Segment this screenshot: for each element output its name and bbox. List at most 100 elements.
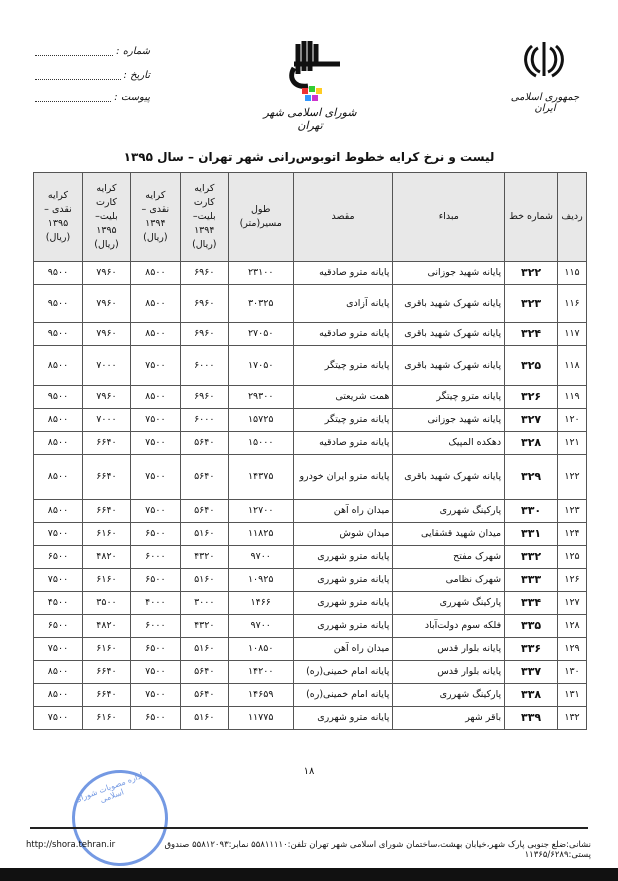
table-cell: ۶۵۰۰: [129, 568, 181, 592]
table-cell: ۸۵۰۰: [33, 499, 83, 523]
page-number: ۱۸: [303, 766, 315, 777]
address-text: نشانی:ضلع جنوبی پارک شهر،خیابان بهشت،ساخ…: [164, 840, 591, 860]
table-cell: ۶۹۶۰: [179, 261, 229, 285]
table-cell: ۳۵۰۰: [82, 591, 131, 615]
table-cell: ۳۲۵: [504, 345, 559, 386]
council-logo-icon: [289, 41, 340, 101]
table-cell: ۶۰۰۰: [179, 408, 229, 432]
table-cell: ۶۶۴۰: [82, 431, 131, 455]
column-header: مبداء: [392, 172, 506, 262]
table-cell: ۶۰۰۰: [129, 545, 181, 569]
table-cell: ۶۶۴۰: [82, 499, 131, 523]
table-cell: ۳۳۰: [504, 499, 559, 523]
table-cell: پایانه مترو شهرری: [292, 706, 394, 730]
table-cell: ۸۵۰۰: [129, 284, 181, 323]
table-cell: شهرک نظامی: [392, 568, 506, 592]
table-cell: پایانه بلوار قدس: [392, 637, 506, 661]
table-cell: ۷۵۰۰: [33, 637, 83, 661]
website-link[interactable]: http://shora.tehran.ir: [26, 840, 116, 850]
table-cell: ۴۸۲۰: [82, 614, 131, 638]
table-cell: پایانه مترو ایران خودرو: [292, 454, 394, 500]
scan-edge: [0, 868, 618, 881]
table-cell: دهکده المپیک: [392, 431, 506, 455]
table-cell: ۸۵۰۰: [129, 322, 181, 346]
fare-table: ردیف شماره خط مبداء مقصد طول مسیر(متر) کرایه …: [33, 172, 587, 730]
field-label: تاریخ :: [123, 70, 150, 81]
table-cell: ۵۱۶۰: [179, 568, 229, 592]
document-title: لیست و نرخ کرایه خطوط اتوبوس‌رانی شهر ته…: [123, 150, 495, 164]
table-cell: ۲۹۳۰۰: [227, 385, 294, 409]
table-cell: ۶۱۶۰: [82, 568, 131, 592]
date-field: تاریخ :: [35, 70, 150, 81]
table-cell: ۸۵۰۰: [33, 660, 83, 684]
table-cell: ۶۵۰۰: [129, 522, 181, 546]
table-cell: شهرک مفتح: [392, 545, 506, 569]
table-cell: ۶۹۶۰: [179, 385, 229, 409]
table-cell: پایانه مترو شهرری: [292, 545, 394, 569]
table-cell: ۵۶۴۰: [179, 431, 229, 455]
table-cell: ۶۶۴۰: [82, 454, 131, 500]
table-cell: ۱۴۶۶: [227, 591, 294, 615]
table-cell: ۵۶۴۰: [179, 499, 229, 523]
table-cell: میدان شوش: [292, 522, 394, 546]
table-cell: ۱۵۷۲۵: [227, 408, 294, 432]
table-cell: ۵۱۶۰: [179, 637, 229, 661]
table-cell: ۳۰۳۲۵: [227, 284, 294, 323]
table-cell: پایانه مترو شهرری: [292, 591, 394, 615]
table-cell: ۳۲۶: [504, 385, 559, 409]
table-cell: ۱۱۷۷۵: [227, 706, 294, 730]
table-cell: ۷۵۰۰: [129, 660, 181, 684]
table-cell: ۸۵۰۰: [129, 385, 181, 409]
table-cell: ۱۲۶: [557, 568, 587, 592]
table-row: ۱۲۲ ۳۲۹ پایانه شهرک شهید باقری پایانه مترو …: [33, 454, 587, 500]
table-cell: ۷۰۰۰: [82, 345, 131, 386]
table-cell: پایانه مترو چیتگر: [392, 385, 506, 409]
council-logo: [280, 36, 340, 110]
table-cell: میدان راه آهن: [292, 499, 394, 523]
table-cell: ۳۳۱: [504, 522, 559, 546]
table-row: ۱۳۰ ۳۳۷ پایانه بلوار قدس پایانه امام خمینی(…: [33, 660, 587, 684]
table-cell: ۱۰۸۵۰: [227, 637, 294, 661]
table-cell: ۸۵۰۰: [33, 345, 83, 386]
table-cell: ۳۳۶: [504, 637, 559, 661]
table-cell: ۱۵۰۰۰: [227, 431, 294, 455]
table-cell: ۲۳۱۰۰: [227, 261, 294, 285]
table-cell: ۵۱۶۰: [179, 522, 229, 546]
table-cell: ۱۲۷: [557, 591, 587, 615]
emblem-icon: [524, 42, 564, 78]
table-cell: ۱۴۶۵۹: [227, 683, 294, 707]
table-cell: ۱۷۰۵۰: [227, 345, 294, 386]
table-cell: ۱۱۶: [557, 284, 587, 323]
table-cell: ۳۲۷: [504, 408, 559, 432]
column-header: طول مسیر(متر): [227, 172, 294, 262]
table-cell: ۱۲۵: [557, 545, 587, 569]
table-row: ۱۱۸ ۳۲۵ پایانه شهرک شهید باقری پایانه مترو …: [33, 345, 587, 386]
table-cell: ۱۲۳: [557, 499, 587, 523]
table-cell: ۱۴۳۷۵: [227, 454, 294, 500]
table-cell: پایانه مترو صادقیه: [292, 431, 394, 455]
table-cell: باقر شهر: [392, 706, 506, 730]
table-cell: ۴۰۰۰: [129, 591, 181, 615]
table-cell: ۱۳۲: [557, 706, 587, 730]
table-row: ۱۲۵ ۳۳۲ شهرک مفتح پایانه مترو شهرری ۹۷۰۰ ۴۳۲۰…: [33, 545, 587, 569]
table-cell: ۷۵۰۰: [129, 499, 181, 523]
table-cell: ۷۵۰۰: [33, 522, 83, 546]
table-row: ۱۲۳ ۳۳۰ پارکینگ شهرری میدان راه آهن ۱۲۷۰۰ ۵۶۴…: [33, 499, 587, 523]
table-cell: ۴۳۲۰: [179, 614, 229, 638]
table-cell: ۳۲۹: [504, 454, 559, 500]
table-cell: ۳۲۳: [504, 284, 559, 323]
table-cell: ۶۶۴۰: [82, 683, 131, 707]
table-cell: پایانه مترو شهرری: [292, 568, 394, 592]
table-cell: ۱۱۹: [557, 385, 587, 409]
field-label: شماره :: [116, 46, 150, 57]
table-cell: فلکه سوم دولت‌آباد: [392, 614, 506, 638]
table-cell: ۲۷۰۵۰: [227, 322, 294, 346]
field-line: [35, 46, 114, 56]
footer-divider: [30, 827, 588, 829]
table-cell: ۷۵۰۰: [33, 568, 83, 592]
table-cell: ۶۰۰۰: [179, 345, 229, 386]
table-cell: ۱۲۹: [557, 637, 587, 661]
table-cell: ۱۴۲۰۰: [227, 660, 294, 684]
table-cell: ۳۳۴: [504, 591, 559, 615]
table-row: ۱۱۶ ۳۲۳ پایانه شهرک شهید باقری پایانه آزادی…: [33, 284, 587, 323]
